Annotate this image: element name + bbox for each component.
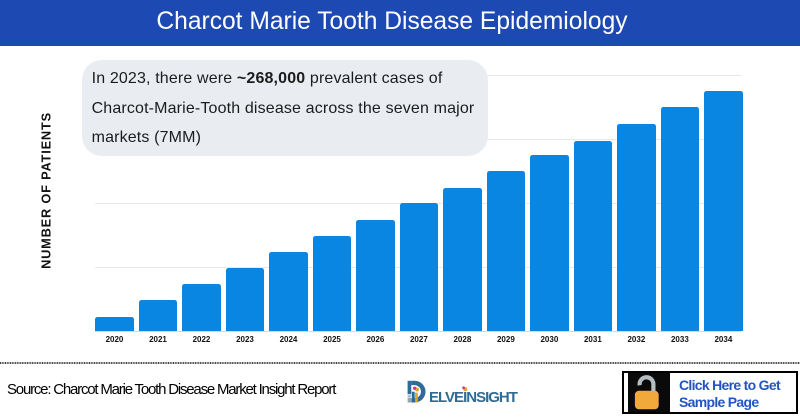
svg-text:ELVEINSIGHT: ELVEINSIGHT — [429, 389, 518, 406]
